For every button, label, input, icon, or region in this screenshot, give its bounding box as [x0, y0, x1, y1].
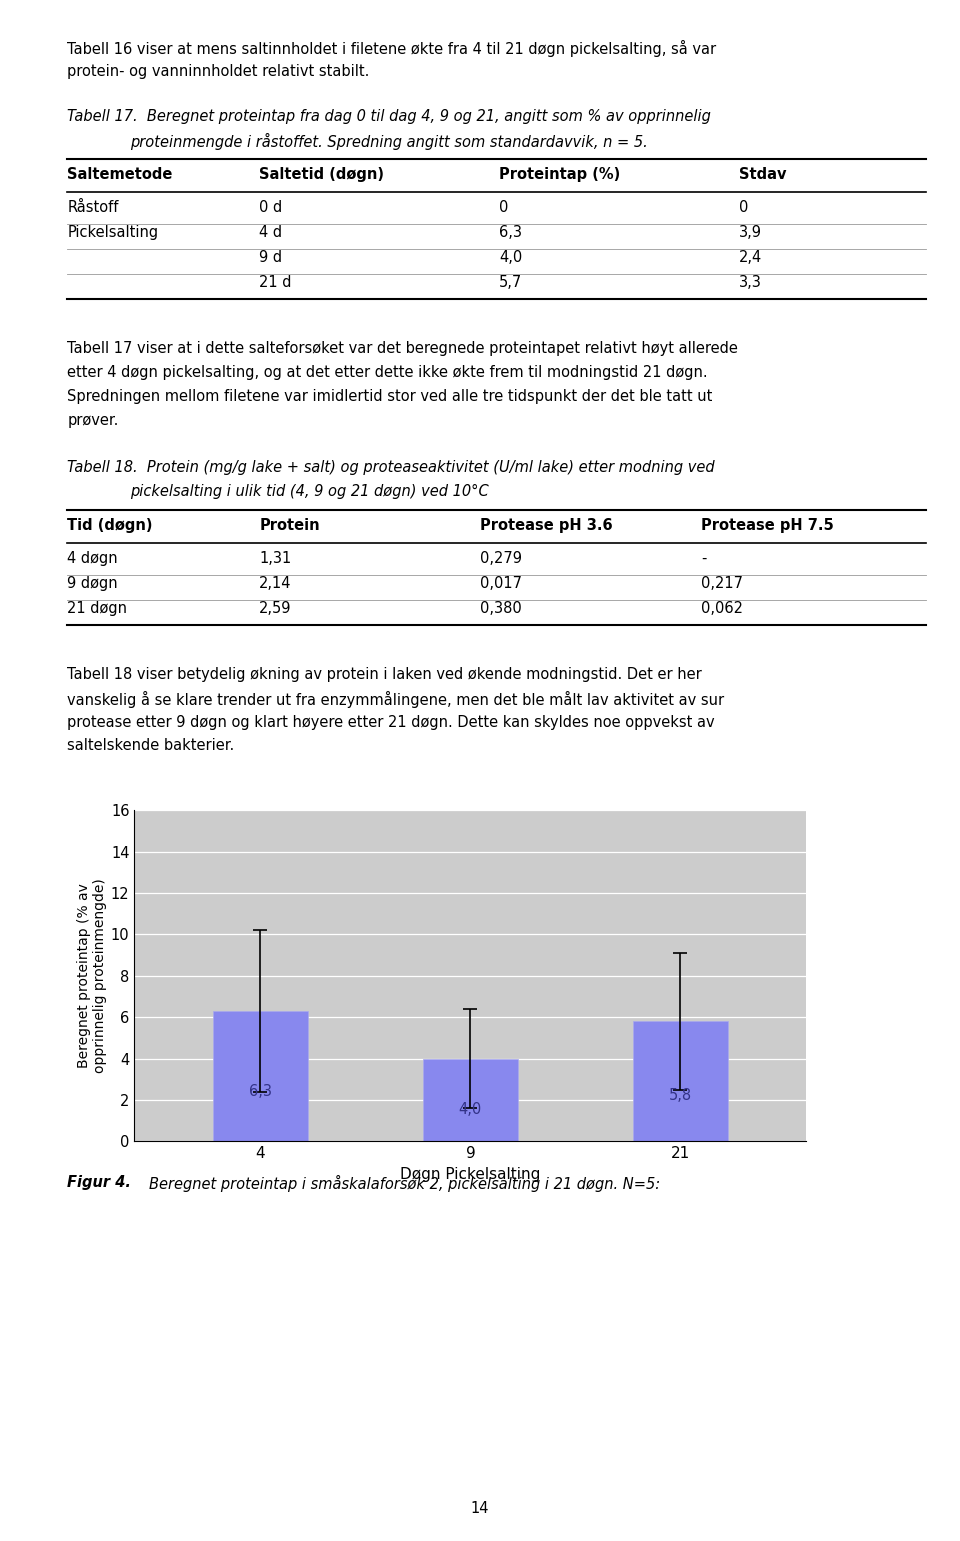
- Text: 21 d: 21 d: [259, 276, 292, 290]
- Text: 4,0: 4,0: [499, 250, 522, 265]
- X-axis label: Døgn Pickelsalting: Døgn Pickelsalting: [400, 1167, 540, 1182]
- Text: 2,14: 2,14: [259, 576, 292, 592]
- Text: 2,4: 2,4: [739, 250, 762, 265]
- Text: 0,062: 0,062: [701, 601, 743, 616]
- Text: Råstoff: Råstoff: [67, 200, 119, 216]
- Text: Pickelsalting: Pickelsalting: [67, 225, 158, 240]
- Text: Saltemetode: Saltemetode: [67, 168, 173, 182]
- Text: 9 d: 9 d: [259, 250, 282, 265]
- Bar: [423, 1059, 517, 1142]
- Y-axis label: Beregnet proteintap (% av
opprinnelig proteinmengde): Beregnet proteintap (% av opprinnelig pr…: [77, 878, 107, 1073]
- Text: Tabell 16 viser at mens saltinnholdet i filetene økte fra 4 til 21 døgn pickelsa: Tabell 16 viser at mens saltinnholdet i …: [67, 40, 716, 57]
- Text: proteinmengde i råstoffet. Spredning angitt som standardavvik, n = 5.: proteinmengde i råstoffet. Spredning ang…: [130, 133, 647, 149]
- Text: 0: 0: [499, 200, 509, 216]
- Bar: [634, 1022, 728, 1142]
- Text: Beregnet proteintap i småskalaforsøk 2, pickelsalting i 21 døgn. N=5:: Beregnet proteintap i småskalaforsøk 2, …: [149, 1176, 660, 1193]
- Text: 4 d: 4 d: [259, 225, 282, 240]
- Text: 0: 0: [739, 200, 749, 216]
- Text: protein- og vanninnholdet relativt stabilt.: protein- og vanninnholdet relativt stabi…: [67, 63, 370, 79]
- Text: 3,3: 3,3: [739, 276, 762, 290]
- Text: Tabell 17.  Beregnet proteintap fra dag 0 til dag 4, 9 og 21, angitt som % av op: Tabell 17. Beregnet proteintap fra dag 0…: [67, 109, 711, 125]
- Text: Figur 4.: Figur 4.: [67, 1176, 132, 1190]
- Text: 14: 14: [470, 1501, 490, 1516]
- Text: etter 4 døgn pickelsalting, og at det etter dette ikke økte frem til modningstid: etter 4 døgn pickelsalting, og at det et…: [67, 365, 708, 379]
- Text: Tabell 18.  Protein (mg/g lake + salt) og proteaseaktivitet (U/ml lake) etter mo: Tabell 18. Protein (mg/g lake + salt) og…: [67, 461, 715, 475]
- Text: 0 d: 0 d: [259, 200, 282, 216]
- Text: 5,7: 5,7: [499, 276, 522, 290]
- Text: 4,0: 4,0: [459, 1102, 482, 1117]
- Text: 1,31: 1,31: [259, 552, 292, 566]
- Text: 21 døgn: 21 døgn: [67, 601, 127, 616]
- Text: 3,9: 3,9: [739, 225, 762, 240]
- Text: saltelskende bakterier.: saltelskende bakterier.: [67, 738, 234, 754]
- Text: 4 døgn: 4 døgn: [67, 552, 118, 566]
- Text: -: -: [701, 552, 707, 566]
- Text: Tabell 18 viser betydelig økning av protein i laken ved økende modningstid. Det : Tabell 18 viser betydelig økning av prot…: [67, 667, 702, 681]
- Text: Saltetid (døgn): Saltetid (døgn): [259, 168, 384, 182]
- Text: 5,8: 5,8: [669, 1088, 692, 1103]
- Bar: [213, 1011, 307, 1142]
- Text: Protein: Protein: [259, 518, 320, 533]
- Text: 2,59: 2,59: [259, 601, 292, 616]
- Text: 9 døgn: 9 døgn: [67, 576, 118, 592]
- Text: 0,017: 0,017: [480, 576, 522, 592]
- Text: Proteintap (%): Proteintap (%): [499, 168, 620, 182]
- Text: prøver.: prøver.: [67, 413, 119, 427]
- Text: 6,3: 6,3: [249, 1085, 272, 1099]
- Text: vanskelig å se klare trender ut fra enzymmålingene, men det ble målt lav aktivit: vanskelig å se klare trender ut fra enzy…: [67, 690, 725, 707]
- Text: Tid (døgn): Tid (døgn): [67, 518, 153, 533]
- Text: Protease pH 7.5: Protease pH 7.5: [701, 518, 833, 533]
- Text: pickelsalting i ulik tid (4, 9 og 21 døgn) ved 10°C: pickelsalting i ulik tid (4, 9 og 21 døg…: [130, 484, 489, 499]
- Text: protease etter 9 døgn og klart høyere etter 21 døgn. Dette kan skyldes noe oppve: protease etter 9 døgn og klart høyere et…: [67, 715, 715, 729]
- Text: Tabell 17 viser at i dette salteforsøket var det beregnede proteintapet relativt: Tabell 17 viser at i dette salteforsøket…: [67, 341, 738, 356]
- Text: 0,380: 0,380: [480, 601, 521, 616]
- Text: 6,3: 6,3: [499, 225, 522, 240]
- Text: Protease pH 3.6: Protease pH 3.6: [480, 518, 612, 533]
- Text: 0,279: 0,279: [480, 552, 522, 566]
- Text: Spredningen mellom filetene var imidlertid stor ved alle tre tidspunkt der det b: Spredningen mellom filetene var imidlert…: [67, 388, 712, 404]
- Text: Stdav: Stdav: [739, 168, 786, 182]
- Text: 0,217: 0,217: [701, 576, 743, 592]
